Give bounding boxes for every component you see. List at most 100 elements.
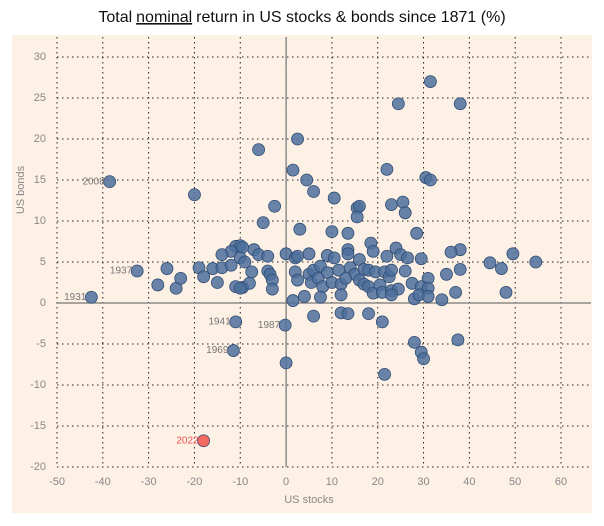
point: [268, 199, 282, 213]
point: [226, 344, 240, 357]
point: [197, 270, 211, 284]
point: [307, 185, 320, 198]
point: [210, 276, 224, 289]
point: [410, 226, 424, 240]
point: [385, 263, 398, 277]
point: [398, 264, 412, 278]
point: [188, 188, 201, 202]
point: [339, 271, 353, 285]
point: [325, 225, 339, 239]
point: [421, 290, 435, 303]
point: [440, 267, 453, 281]
point-label: 2008: [82, 176, 105, 187]
y-tick-label: 15: [34, 174, 46, 186]
y-axis-title: US bonds: [15, 165, 27, 214]
point-label: 1931: [64, 292, 87, 303]
point: [307, 309, 320, 323]
point: [385, 288, 398, 302]
point: [314, 290, 327, 304]
point: [366, 244, 380, 258]
point: [298, 290, 311, 303]
point: [449, 285, 463, 299]
point: [529, 255, 543, 269]
point: [352, 199, 366, 213]
point: [84, 290, 98, 304]
point: [291, 273, 304, 287]
point: [341, 307, 355, 321]
point: [451, 333, 465, 347]
point: [151, 278, 165, 292]
point: [417, 352, 430, 366]
point: [252, 143, 266, 157]
point: [174, 271, 188, 285]
x-tick-label: -50: [49, 476, 65, 488]
point: [256, 216, 270, 230]
point: [414, 252, 428, 266]
point: [499, 285, 513, 299]
title-part: nominal: [136, 9, 192, 26]
title-part: Total: [98, 9, 132, 26]
y-tick-label: 5: [40, 256, 46, 268]
point: [385, 198, 398, 212]
point: [453, 262, 467, 276]
point: [350, 210, 364, 224]
point-label: 1941: [208, 317, 231, 328]
x-tick-label: -40: [95, 476, 111, 488]
x-tick-label: 20: [372, 476, 384, 488]
point: [265, 282, 279, 296]
point: [327, 191, 341, 205]
point: [238, 255, 252, 269]
point: [160, 262, 174, 275]
point: [444, 245, 458, 259]
point-label: 1987: [258, 320, 281, 331]
point: [401, 251, 414, 265]
point: [453, 97, 467, 111]
x-tick-label: 0: [283, 476, 289, 488]
point: [506, 247, 520, 261]
y-tick-label: -20: [30, 461, 46, 473]
x-axis-title: US stocks: [284, 494, 334, 506]
y-tick-label: 0: [40, 297, 46, 309]
point: [215, 248, 229, 262]
x-tick-label: -30: [141, 476, 157, 488]
point: [380, 249, 394, 263]
point: [245, 265, 259, 279]
point: [233, 281, 247, 295]
point: [291, 132, 304, 146]
point: [224, 258, 238, 272]
x-tick-label: 30: [417, 476, 429, 488]
x-tick-label: 50: [509, 476, 521, 488]
point: [380, 162, 394, 176]
point: [424, 75, 437, 88]
point: [341, 247, 355, 261]
y-tick-label: 25: [34, 92, 46, 104]
point: [302, 247, 316, 261]
point: [407, 335, 421, 349]
point: [103, 175, 117, 189]
point: [483, 256, 497, 270]
point-label: 2022: [176, 435, 199, 446]
point: [279, 356, 293, 370]
x-tick-label: 10: [326, 476, 338, 488]
point: [424, 173, 437, 187]
point: [261, 249, 275, 263]
chart-title: Total nominal return in US stocks & bonds …: [98, 9, 505, 26]
y-tick-label: -15: [30, 420, 46, 432]
x-tick-label: -20: [187, 476, 203, 488]
y-tick-label: -5: [36, 338, 46, 350]
point: [391, 97, 405, 111]
point: [236, 240, 249, 254]
point: [362, 307, 375, 321]
point-label: 1969: [206, 345, 229, 356]
point: [300, 173, 314, 187]
point: [495, 262, 508, 275]
chart-panel: [12, 35, 592, 513]
y-tick-label: 30: [34, 51, 46, 63]
point: [435, 293, 449, 307]
point: [278, 318, 292, 332]
point: [341, 226, 355, 240]
point: [291, 249, 304, 263]
y-tick-label: 20: [34, 133, 46, 145]
